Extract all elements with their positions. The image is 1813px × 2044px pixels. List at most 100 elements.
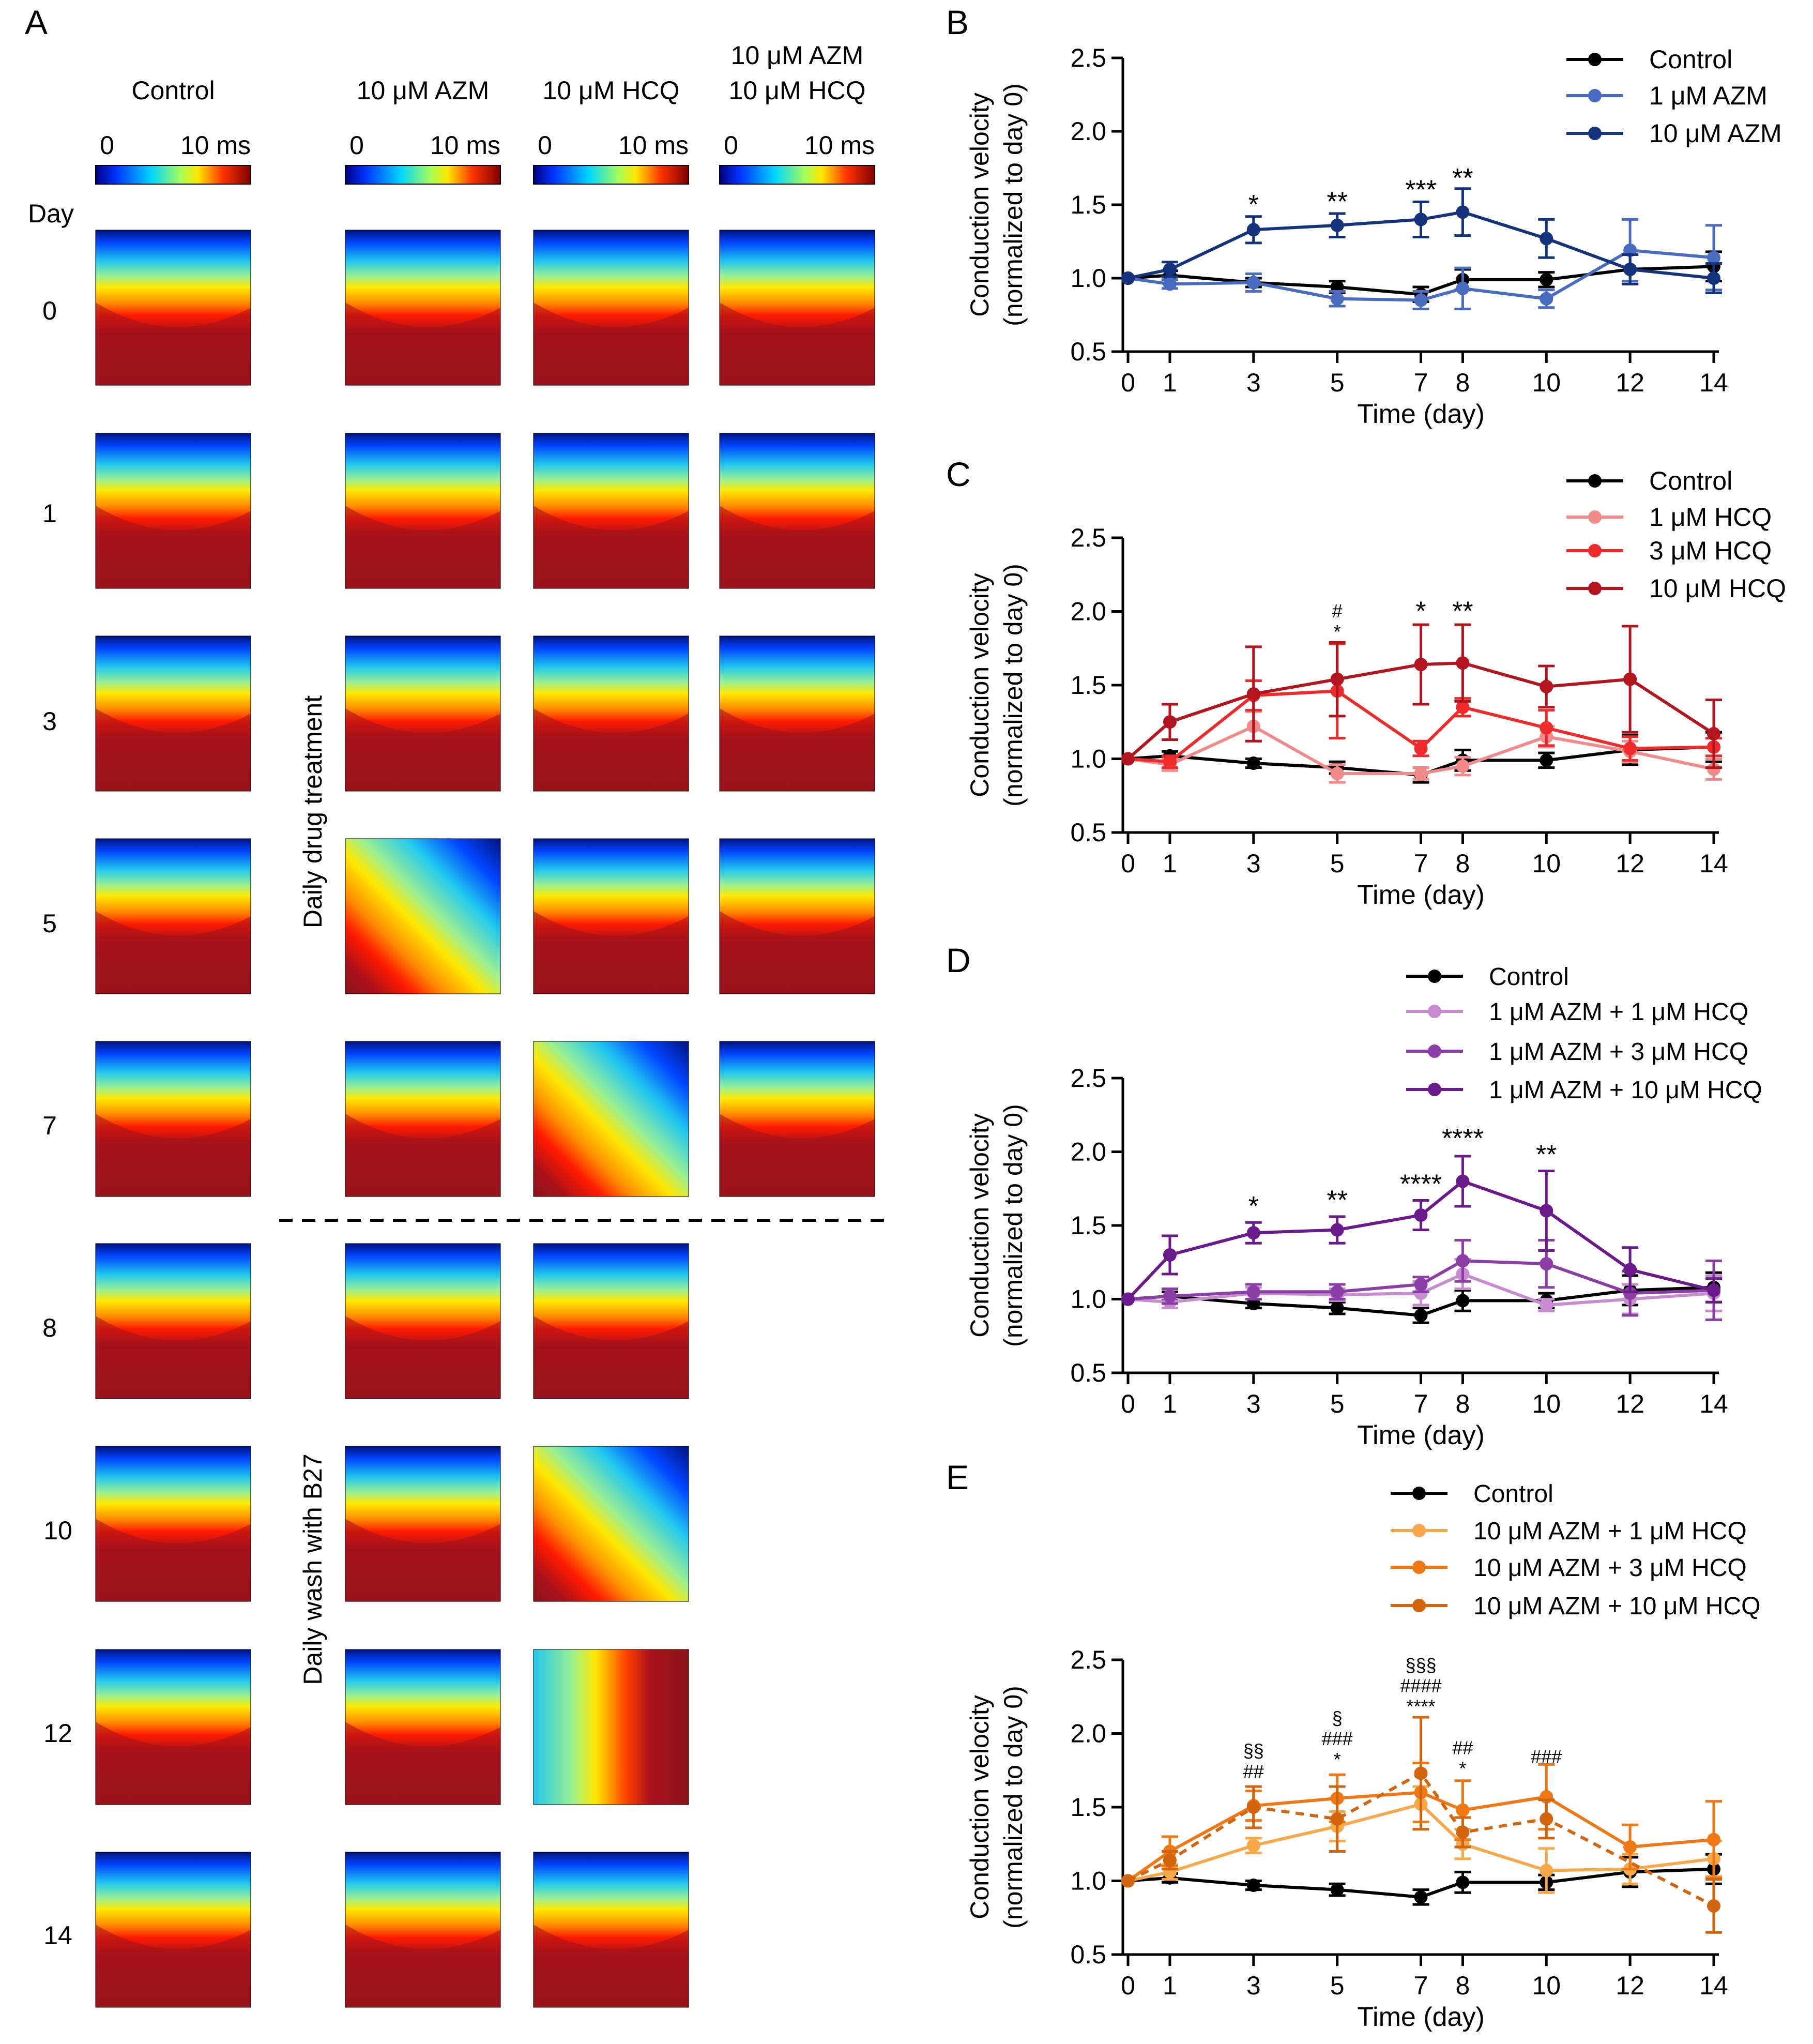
data-point	[1330, 1812, 1344, 1826]
data-point	[1540, 753, 1553, 767]
day-label: 8	[42, 1313, 57, 1342]
data-point	[1246, 276, 1260, 290]
data-point	[1623, 1286, 1637, 1300]
activation-map	[95, 1243, 251, 1399]
activation-map	[533, 433, 689, 589]
x-tick-label: 3	[1246, 368, 1261, 397]
activation-map	[719, 433, 875, 589]
data-point	[1163, 755, 1177, 769]
x-tick-label: 8	[1456, 1971, 1470, 2000]
activation-map	[345, 1041, 501, 1197]
legend-entry: 1 μM HCQ	[1566, 503, 1772, 532]
significance-mark: ***	[1405, 175, 1437, 205]
colorbar-max-label: 10 ms	[430, 131, 500, 160]
significance-mark: *	[1248, 1191, 1259, 1221]
x-tick-label: 7	[1414, 849, 1428, 878]
legend-label: 10 μM HCQ	[1649, 574, 1786, 603]
data-point	[1414, 213, 1428, 226]
y-axis-label-line2: (normalized to day 0)	[999, 1104, 1028, 1347]
colorbar-min-label: 0	[724, 131, 738, 160]
significance-mark: **	[1452, 163, 1473, 193]
series-line	[1127, 1771, 1715, 1907]
significance-mark: ###	[1322, 1728, 1353, 1749]
significance-mark: **	[1452, 597, 1473, 627]
activation-map	[719, 635, 875, 792]
legend-label: 1 μM AZM	[1649, 81, 1768, 110]
data-point	[1456, 700, 1470, 714]
x-tick-label: 5	[1330, 1389, 1345, 1418]
y-tick-label: 1.0	[1070, 745, 1106, 774]
y-axis-label: Conduction velocity	[965, 573, 994, 797]
significance-mark: *	[1459, 1758, 1466, 1779]
data-point	[1246, 756, 1260, 770]
data-point	[1330, 1883, 1344, 1897]
x-tick-label: 3	[1246, 849, 1261, 878]
wash-label: Daily wash with B27	[298, 1453, 327, 1685]
activation-maps	[95, 230, 875, 2008]
x-tick-label: 5	[1330, 849, 1345, 878]
day-label: 7	[42, 1111, 57, 1140]
data-point	[1330, 672, 1344, 686]
panel-letter-b: B	[946, 3, 969, 41]
y-tick-label: 0.5	[1070, 1940, 1106, 1969]
activation-map	[719, 230, 875, 386]
data-point	[1330, 218, 1344, 232]
x-tick-label: 3	[1246, 1971, 1261, 2000]
significance-mark: §§	[1243, 1740, 1264, 1761]
colorbar	[719, 165, 875, 185]
significance-mark: **	[1327, 1186, 1347, 1216]
series-hcq10	[1121, 623, 1722, 769]
legend-entry: Control	[1566, 45, 1732, 74]
data-point	[1456, 1254, 1470, 1268]
activation-map	[95, 635, 251, 792]
data-point	[1414, 1890, 1428, 1904]
activation-map	[95, 838, 251, 994]
data-point	[1540, 721, 1553, 735]
x-tick-label: 0	[1121, 1971, 1135, 2000]
legend-marker	[1428, 1083, 1441, 1096]
y-tick-label: 2.5	[1070, 523, 1106, 552]
y-axis-label-line2: (normalized to day 0)	[999, 83, 1028, 326]
activation-map	[95, 1852, 251, 2008]
data-point	[1121, 1874, 1135, 1888]
legend-marker	[1588, 510, 1602, 524]
panel-a: A Control 10 μM AZM 10 μM HCQ 10 μM AZM 10 μ…	[25, 3, 889, 2008]
data-point	[1707, 1899, 1720, 1913]
legend-entry: 1 μM AZM	[1566, 81, 1768, 110]
series-azm10	[1121, 187, 1722, 294]
day-label: 14	[43, 1921, 72, 1950]
series-combo10_10	[1121, 1716, 1722, 1934]
data-point	[1707, 762, 1720, 776]
data-point	[1246, 1800, 1260, 1814]
significance-mark: ****	[1442, 1124, 1484, 1154]
data-point	[1456, 281, 1470, 295]
legend-marker	[1588, 127, 1602, 140]
legend-entry: 10 μM AZM + 3 μM HCQ	[1391, 1554, 1747, 1582]
data-point	[1414, 1278, 1428, 1291]
legend-marker	[1412, 1524, 1426, 1537]
significance-mark: **	[1536, 1140, 1557, 1170]
colorbar-min-label: 0	[100, 131, 114, 160]
activation-map	[345, 230, 501, 386]
x-tick-label: 3	[1246, 1389, 1261, 1418]
data-point	[1414, 767, 1428, 780]
x-tick-label: 7	[1414, 1971, 1428, 2000]
activation-map	[345, 1649, 501, 1805]
y-axis-label: Conduction velocity	[965, 1695, 994, 1919]
data-point	[1330, 1223, 1344, 1237]
chart-c: C 0.5 1.0 1.5 2.0 2.5 0 1 3 5 7 8 10 12 14 Time (day) Co…	[946, 455, 1786, 910]
activation-map	[345, 838, 501, 994]
activation-map	[533, 1852, 689, 2008]
x-tick-label: 10	[1532, 849, 1561, 878]
legend-entry: 10 μM AZM + 1 μM HCQ	[1391, 1518, 1747, 1545]
x-axis-label: Time (day)	[1357, 399, 1485, 429]
significance-mark: §§§	[1405, 1655, 1436, 1676]
y-tick-label: 1.5	[1070, 671, 1106, 700]
day-labels: 0 1 3 5 7 8 10 12 14	[42, 296, 72, 1950]
colorbar-min-label: 0	[538, 131, 552, 160]
data-point	[1540, 232, 1553, 246]
series-combo1_10	[1121, 1155, 1722, 1306]
x-tick-label: 1	[1163, 1389, 1177, 1418]
data-point	[1121, 752, 1135, 766]
x-tick-label: 1	[1163, 1971, 1177, 2000]
